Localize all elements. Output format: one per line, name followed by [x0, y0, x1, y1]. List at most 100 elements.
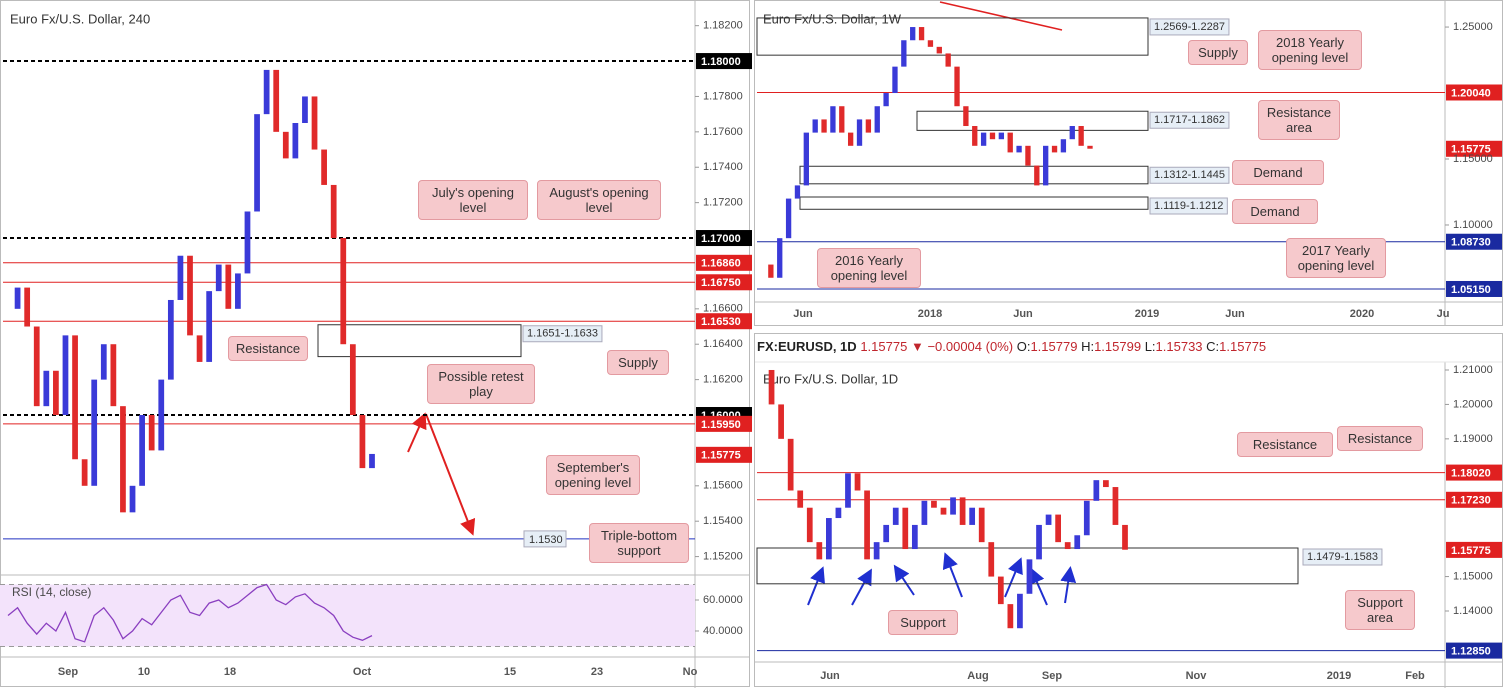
candle	[835, 507, 842, 519]
trend-line	[939, 1, 1063, 31]
candle	[1122, 524, 1128, 550]
candle	[1016, 145, 1022, 153]
candle	[777, 238, 783, 278]
chart-title: Euro Fx/U.S. Dollar, 1W	[763, 11, 902, 26]
y-tick-label: 40.0000	[703, 625, 743, 637]
x-tick-label: Jun	[1013, 308, 1033, 320]
candle	[883, 524, 890, 543]
panel-border	[754, 333, 1503, 687]
candle	[1083, 500, 1090, 536]
x-tick-label: Jun	[820, 670, 840, 682]
candle	[998, 132, 1005, 140]
candle	[794, 185, 801, 199]
candle	[854, 473, 861, 491]
level-label: 1.15775	[1451, 545, 1491, 557]
annotation: Support area	[1345, 590, 1415, 630]
level-tag	[1446, 280, 1502, 297]
arrow	[407, 412, 427, 453]
annotation: Demand	[1232, 160, 1324, 185]
candle	[359, 415, 366, 469]
zone-label-box	[1149, 197, 1228, 215]
candle	[856, 119, 863, 146]
arrow	[1060, 566, 1077, 604]
level-label: 1.1530	[529, 534, 563, 546]
candle	[254, 114, 260, 212]
zone-label: 1.2569-1.2287	[1154, 21, 1225, 33]
arrow	[851, 568, 872, 606]
candle	[918, 27, 925, 41]
annotation: Resistance	[1337, 426, 1423, 451]
level-tag	[1446, 541, 1502, 558]
y-tick-label: 1.25000	[1453, 21, 1493, 33]
candle	[902, 507, 909, 550]
candle	[910, 27, 916, 41]
candle	[954, 66, 960, 107]
candle	[997, 576, 1004, 605]
level-label: 1.16530	[701, 316, 741, 328]
candle	[148, 415, 155, 451]
candle	[1034, 165, 1040, 186]
candle	[100, 344, 107, 380]
candle	[349, 344, 356, 416]
y-tick-label: 1.17600	[703, 126, 743, 138]
y-tick-label: 1.17200	[703, 197, 743, 209]
y-tick-label: 1.21000	[1453, 364, 1493, 376]
zone-label: 1.1312-1.1445	[1154, 169, 1225, 181]
level-tag	[696, 313, 752, 330]
candle	[826, 518, 832, 560]
annotation: Demand	[1232, 199, 1318, 224]
candle	[33, 326, 40, 407]
candle	[43, 370, 50, 407]
x-tick-label: Aug	[967, 670, 988, 682]
y-tick-label: 1.15400	[703, 515, 743, 527]
level-label: 1.12850	[1451, 646, 1491, 658]
candle	[321, 149, 327, 185]
candle	[787, 438, 794, 491]
ohlc-value: 1.15733	[1155, 339, 1203, 354]
candle	[177, 255, 184, 300]
y-tick-label: 1.17800	[703, 90, 743, 102]
level-label: 1.16860	[701, 258, 741, 270]
y-tick-label: 1.14000	[1453, 605, 1493, 617]
candle	[927, 40, 934, 47]
annotation: 2017 Yearly opening level	[1286, 238, 1386, 278]
candle	[873, 542, 880, 560]
candle	[959, 497, 966, 525]
candle	[187, 255, 193, 336]
candle	[72, 335, 78, 460]
x-tick-label: Jun	[793, 308, 813, 320]
candle	[1060, 139, 1067, 153]
candle	[1025, 145, 1031, 166]
zone-label-box	[1149, 18, 1230, 36]
x-tick-label: Sep	[1042, 670, 1062, 682]
candle	[1007, 132, 1013, 153]
annotation: August's opening level	[537, 180, 661, 220]
candle	[1112, 487, 1119, 525]
candle	[901, 40, 907, 67]
symbol-header: FX:EURUSD, 1D 1.15775 ▼ −0.00004 (0%) O:…	[757, 339, 1266, 354]
x-tick-label: Sep	[58, 666, 78, 678]
change-arrow: ▼	[910, 339, 924, 354]
zone-label-box	[1149, 166, 1230, 184]
candle	[892, 66, 898, 94]
candle	[139, 415, 145, 486]
level-label: 1.05150	[1451, 284, 1491, 296]
candle	[167, 299, 174, 380]
annotation: Resistance	[1237, 432, 1333, 457]
y-tick-label: 1.16200	[703, 374, 743, 386]
candle	[864, 490, 870, 560]
level-tag	[696, 230, 752, 247]
annotation: Possible retest play	[427, 364, 535, 404]
zone	[799, 165, 1149, 185]
zone	[916, 110, 1149, 131]
x-tick-label: 2018	[918, 308, 942, 320]
candle	[282, 131, 289, 159]
level-tag	[696, 446, 752, 463]
x-tick-label: 10	[138, 666, 150, 678]
candle	[1087, 145, 1093, 149]
level-tag	[1446, 140, 1502, 157]
candle	[81, 459, 88, 486]
x-tick-label: 2019	[1135, 308, 1159, 320]
candle	[369, 453, 375, 469]
candle	[874, 106, 880, 133]
